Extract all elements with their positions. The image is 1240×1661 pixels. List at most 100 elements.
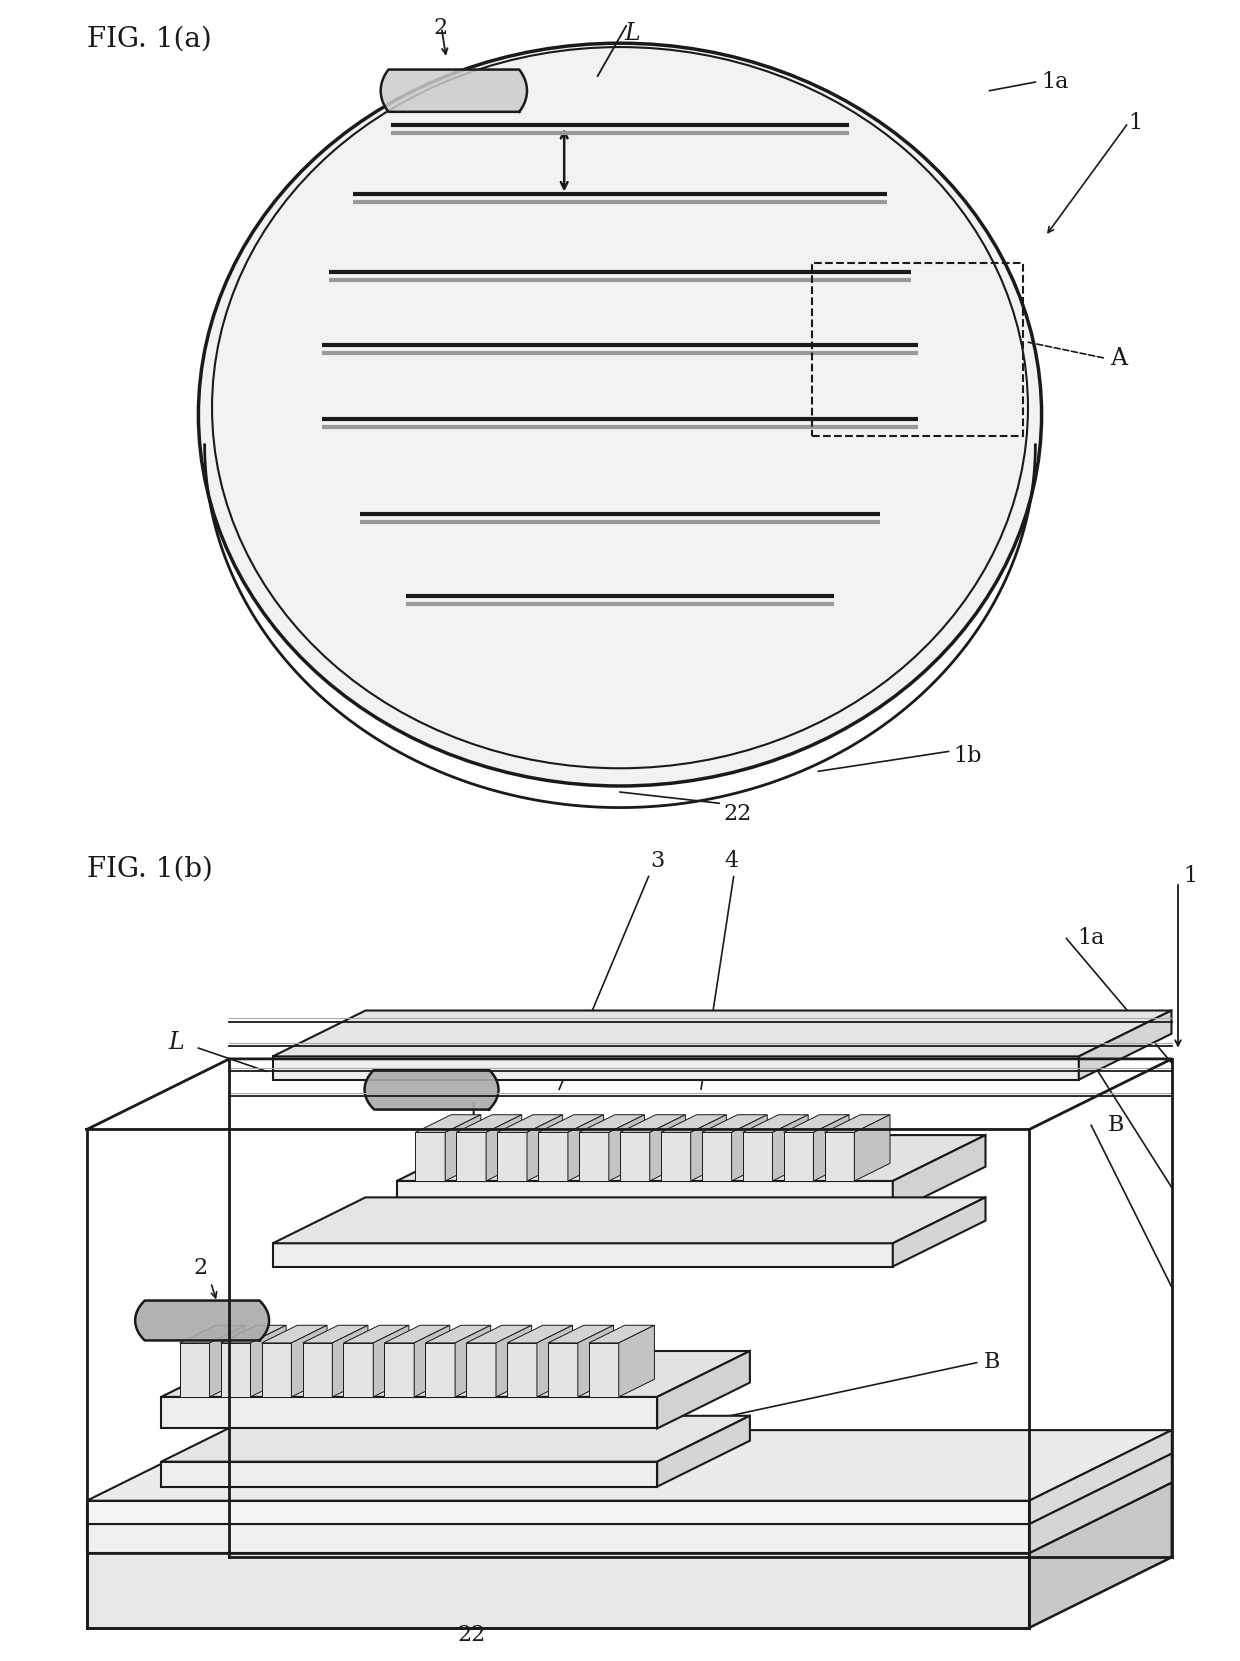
Polygon shape — [384, 1342, 414, 1397]
Text: 1a: 1a — [1042, 71, 1069, 93]
Polygon shape — [538, 1133, 568, 1181]
Polygon shape — [486, 1115, 522, 1181]
Polygon shape — [397, 1181, 893, 1213]
Polygon shape — [273, 1198, 986, 1242]
Polygon shape — [657, 1350, 750, 1428]
Polygon shape — [332, 1325, 368, 1397]
Polygon shape — [650, 1115, 686, 1181]
Text: 31: 31 — [346, 1463, 373, 1485]
Polygon shape — [620, 1115, 686, 1133]
Polygon shape — [273, 1056, 1079, 1080]
Polygon shape — [568, 1115, 604, 1181]
Polygon shape — [87, 1525, 1029, 1553]
Polygon shape — [161, 1462, 657, 1487]
Polygon shape — [497, 1133, 527, 1181]
Polygon shape — [854, 1115, 890, 1181]
Text: 3: 3 — [650, 850, 665, 872]
Polygon shape — [661, 1133, 691, 1181]
Polygon shape — [384, 1325, 450, 1342]
Polygon shape — [548, 1342, 578, 1397]
Polygon shape — [455, 1325, 491, 1397]
Polygon shape — [273, 1242, 893, 1267]
Polygon shape — [343, 1342, 373, 1397]
Polygon shape — [507, 1325, 573, 1342]
Polygon shape — [732, 1115, 768, 1181]
Polygon shape — [743, 1133, 773, 1181]
Polygon shape — [620, 1133, 650, 1181]
Polygon shape — [893, 1198, 986, 1267]
Polygon shape — [825, 1133, 854, 1181]
Polygon shape — [538, 1115, 604, 1133]
Polygon shape — [702, 1133, 732, 1181]
Text: L: L — [169, 1031, 184, 1053]
Text: B: B — [1107, 1115, 1125, 1136]
Text: 4: 4 — [724, 850, 739, 872]
Polygon shape — [537, 1325, 573, 1397]
Text: 1: 1 — [1183, 865, 1198, 887]
Polygon shape — [262, 1325, 327, 1342]
Text: 8: 8 — [402, 1209, 417, 1232]
Text: B: B — [983, 1350, 1001, 1374]
Polygon shape — [262, 1342, 291, 1397]
Text: 22: 22 — [458, 1624, 485, 1646]
Polygon shape — [813, 1115, 849, 1181]
Polygon shape — [303, 1325, 368, 1342]
Polygon shape — [657, 1415, 750, 1487]
Polygon shape — [291, 1325, 327, 1397]
Polygon shape — [373, 1325, 409, 1397]
Polygon shape — [250, 1325, 286, 1397]
Polygon shape — [1029, 1430, 1172, 1525]
Polygon shape — [456, 1133, 486, 1181]
Polygon shape — [784, 1115, 849, 1133]
Polygon shape — [609, 1115, 645, 1181]
Polygon shape — [161, 1415, 750, 1462]
Text: 1b: 1b — [1078, 1010, 1105, 1033]
Polygon shape — [161, 1397, 657, 1428]
Polygon shape — [1029, 1453, 1172, 1553]
Polygon shape — [87, 1430, 1172, 1502]
Text: 2: 2 — [414, 1018, 429, 1040]
Polygon shape — [414, 1325, 450, 1397]
Polygon shape — [691, 1115, 727, 1181]
Polygon shape — [87, 1482, 1172, 1553]
Polygon shape — [87, 1553, 1029, 1628]
Text: 31: 31 — [563, 1232, 590, 1254]
Text: 1a: 1a — [1078, 927, 1105, 950]
Polygon shape — [273, 1010, 1172, 1056]
Polygon shape — [210, 1325, 246, 1397]
Polygon shape — [381, 70, 527, 111]
Polygon shape — [893, 1134, 986, 1213]
Polygon shape — [773, 1115, 808, 1181]
Polygon shape — [497, 1115, 563, 1133]
Polygon shape — [466, 1342, 496, 1397]
Text: FIG. 1(a): FIG. 1(a) — [87, 27, 212, 53]
Polygon shape — [1029, 1482, 1172, 1628]
Polygon shape — [221, 1342, 250, 1397]
Polygon shape — [589, 1342, 619, 1397]
Text: FIG. 1(b): FIG. 1(b) — [87, 855, 213, 882]
Polygon shape — [825, 1115, 890, 1133]
Polygon shape — [221, 1325, 286, 1342]
Polygon shape — [365, 1070, 498, 1110]
Text: 2: 2 — [433, 17, 448, 40]
Polygon shape — [579, 1133, 609, 1181]
Polygon shape — [161, 1350, 750, 1397]
Text: 1b: 1b — [954, 744, 981, 767]
Polygon shape — [456, 1115, 522, 1133]
Text: A: A — [1110, 347, 1127, 370]
Polygon shape — [445, 1115, 481, 1181]
Polygon shape — [425, 1342, 455, 1397]
Polygon shape — [180, 1325, 246, 1342]
Polygon shape — [87, 1502, 1029, 1525]
Polygon shape — [743, 1115, 808, 1133]
Text: 2: 2 — [193, 1257, 208, 1279]
Polygon shape — [661, 1115, 727, 1133]
Polygon shape — [784, 1133, 813, 1181]
Polygon shape — [527, 1115, 563, 1181]
Polygon shape — [343, 1325, 409, 1342]
Polygon shape — [180, 1342, 210, 1397]
Polygon shape — [619, 1325, 655, 1397]
Polygon shape — [397, 1134, 986, 1181]
Polygon shape — [415, 1133, 445, 1181]
Polygon shape — [1079, 1010, 1172, 1080]
